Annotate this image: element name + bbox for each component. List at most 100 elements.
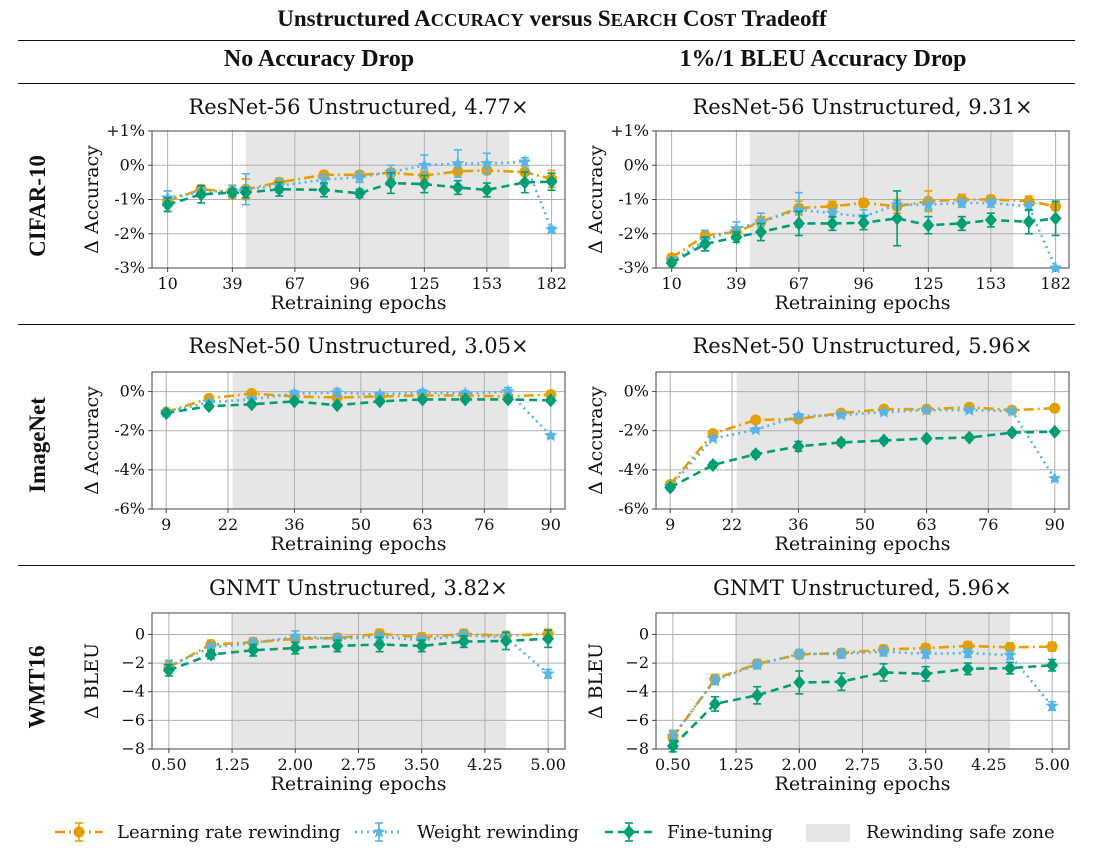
x-axis-label: Retraining epochs (271, 292, 447, 314)
row-label-cifar10: CIFAR-10 (25, 154, 51, 257)
data-point (352, 170, 367, 183)
data-point (984, 195, 998, 209)
chart-wmt16-1pct-drop: GNMT Unstructured, 5.96× 0.50 1.25 2.00 2.75… (568, 569, 1078, 805)
data-point (1022, 214, 1035, 229)
data-point (792, 202, 806, 216)
data-point (373, 387, 387, 401)
legend-marker (372, 825, 386, 838)
x-axis-label: Retraining epochs (775, 292, 951, 314)
x-tick-label: 96 (853, 274, 873, 293)
data-point (729, 221, 744, 235)
chart-svg: ResNet-50 Unstructured, 5.96× 9 22 36 50 63 76… (585, 334, 1070, 555)
data-point (858, 197, 870, 209)
series-line (671, 663, 1053, 748)
data-point (245, 397, 258, 412)
x-tick-label: 67 (789, 274, 809, 293)
data-point (666, 729, 680, 742)
x-axis-label: Retraining epochs (775, 533, 951, 555)
y-tick-label: -1% (618, 190, 649, 209)
data-point (792, 216, 805, 231)
data-point (754, 225, 767, 240)
data-point (502, 392, 515, 407)
data-point (545, 174, 558, 189)
x-tick-label: 182 (536, 274, 567, 293)
y-tick-label: −8 (121, 739, 145, 758)
x-tick-label: 9 (665, 515, 675, 534)
x-tick-label: 182 (1040, 274, 1071, 293)
row-label-imagenet: ImageNet (25, 396, 51, 493)
data-point (665, 255, 678, 270)
data-point (709, 696, 721, 711)
y-tick-label: 0% (624, 155, 649, 174)
x-tick-label: 125 (913, 274, 944, 293)
data-point (457, 628, 471, 641)
data-point (919, 666, 932, 681)
x-tick-label: 0.50 (655, 755, 691, 774)
data-point (877, 405, 891, 418)
x-tick-label: 39 (726, 274, 746, 293)
chart-wmt16-no-drop: GNMT Unstructured, 3.82× 0.50 1.25 2.00 2.75… (64, 569, 574, 805)
series-ft (666, 658, 1059, 754)
data-point (664, 480, 677, 495)
data-point (480, 182, 493, 197)
y-axis-label: Δ Accuracy (81, 386, 103, 495)
x-tick-label: 1.25 (214, 755, 250, 774)
chart-svg: GNMT Unstructured, 5.96× 0.50 1.25 2.00 2.75… (585, 576, 1070, 795)
x-tick-label: 5.00 (1034, 755, 1070, 774)
data-point (955, 216, 968, 231)
y-tick-label: -1% (114, 190, 145, 209)
legend-zone-swatch (806, 824, 850, 842)
chart-svg: GNMT Unstructured, 3.82× 0.50 1.25 2.00 2.75… (81, 576, 566, 795)
column-header-no-drop: No Accuracy Drop (223, 46, 415, 72)
series-line (165, 390, 552, 437)
data-point (891, 211, 904, 226)
data-point (1004, 641, 1016, 653)
y-tick-label: -4% (618, 460, 649, 479)
data-point (1006, 425, 1019, 440)
data-point (518, 175, 531, 190)
data-point (1004, 661, 1016, 676)
y-tick-label: -2% (114, 421, 145, 440)
x-tick-label: 2.75 (341, 755, 377, 774)
data-point (273, 182, 286, 197)
series-ft (160, 392, 557, 421)
legend-item-wr: Weight rewinding (355, 822, 579, 843)
data-point (541, 666, 555, 680)
chart-title: ResNet-56 Unstructured, 9.31× (692, 95, 1032, 119)
x-tick-label: 10 (661, 274, 681, 293)
data-point (920, 431, 933, 446)
chart-title: GNMT Unstructured, 5.96× (713, 576, 1012, 600)
chart-imagenet-1pct-drop: ResNet-50 Unstructured, 5.96× 9 22 36 50 63 76… (568, 327, 1078, 563)
series-line (669, 430, 1055, 489)
data-point (792, 439, 805, 454)
y-tick-label: −8 (625, 739, 649, 758)
data-point (246, 636, 260, 649)
data-point (919, 403, 934, 416)
data-point (961, 646, 975, 659)
data-point (204, 640, 218, 654)
data-point (793, 675, 806, 690)
x-axis-label: Retraining epochs (775, 773, 951, 795)
data-point (451, 156, 465, 170)
y-tick-label: −6 (625, 710, 649, 729)
data-point (373, 637, 386, 652)
data-point (544, 428, 558, 442)
x-tick-label: 10 (157, 274, 177, 293)
x-tick-label: 3.50 (908, 755, 944, 774)
data-point (162, 663, 175, 678)
x-tick-label: 3.50 (404, 755, 440, 774)
data-point (919, 646, 933, 660)
data-point (857, 215, 870, 230)
data-point (1003, 648, 1017, 661)
data-point (1046, 658, 1059, 673)
plot-frame (151, 371, 566, 510)
chart-svg: ResNet-56 Unstructured, 9.31× 10 39 67 96 125… (585, 95, 1071, 314)
series-ft (161, 171, 558, 213)
data-point (353, 186, 366, 201)
series-ft (665, 190, 1062, 270)
y-axis-label: Δ Accuracy (585, 145, 607, 254)
data-point (288, 394, 301, 409)
data-point (1048, 424, 1061, 439)
data-point (1022, 199, 1036, 213)
x-axis-label: Retraining epochs (271, 533, 447, 555)
